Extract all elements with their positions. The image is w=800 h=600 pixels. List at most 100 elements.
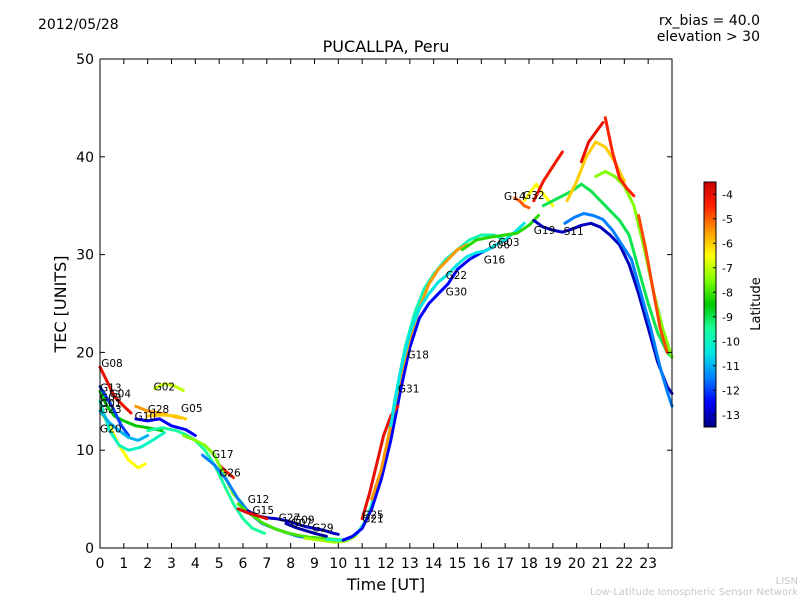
x-tick-label: 22 — [615, 556, 633, 572]
colorbar-tick-label: -12 — [722, 384, 740, 397]
colorbar-label: Latitude — [749, 277, 764, 331]
tec-series-line — [563, 212, 674, 408]
x-tick-label: 3 — [167, 556, 176, 572]
satellite-label: G08 — [101, 358, 123, 370]
satellite-label: G02 — [154, 382, 176, 394]
satellite-label: G31 — [398, 384, 420, 396]
tec-series-line — [98, 399, 166, 452]
satellite-label: G07 — [291, 518, 313, 530]
date-label: 2012/05/28 — [38, 17, 119, 33]
tec-series-line — [541, 182, 674, 359]
tec-series-line — [153, 382, 185, 392]
tec-series-line — [98, 365, 133, 415]
tec-series-line — [532, 218, 674, 395]
satellite-label: G10 — [135, 411, 157, 423]
tec-series-line — [98, 409, 150, 442]
tec-series-line — [532, 150, 564, 203]
colorbar-tick-label: -8 — [722, 286, 733, 299]
credit-lisn: LISN — [775, 576, 798, 587]
tec-series-line — [98, 385, 131, 437]
tec-series-line — [603, 116, 636, 198]
satellite-label: G28 — [148, 404, 170, 416]
satellite-label: G27 — [279, 513, 301, 525]
x-tick-label: 20 — [568, 556, 586, 572]
x-tick-label: 12 — [377, 556, 395, 572]
tec-series-line — [303, 321, 414, 544]
x-tick-label: 10 — [329, 556, 347, 572]
y-tick-label: 30 — [76, 248, 94, 264]
y-tick-label: 50 — [76, 52, 94, 68]
satellite-label: G13 — [100, 383, 122, 395]
satellite-label: G05 — [181, 403, 203, 415]
credit-network: Low-Latitude Ionospheric Sensor Network — [590, 587, 798, 598]
y-axis: 0 10 20 30 40 50 — [76, 52, 672, 557]
tec-series-line — [579, 121, 605, 164]
plot-frame — [99, 58, 673, 549]
satellite-label: G23 — [100, 404, 122, 416]
y-tick-label: 0 — [85, 541, 94, 557]
satellite-label: G32 — [523, 190, 545, 202]
x-tick-label: 6 — [239, 556, 248, 572]
x-tick-label: 8 — [286, 556, 295, 572]
tec-series-line — [513, 196, 531, 210]
satellite-label: G01 — [100, 398, 122, 410]
x-tick-label: 19 — [544, 556, 562, 572]
x-tick-label: 18 — [520, 556, 538, 572]
colorbar-tick-label: -11 — [722, 360, 740, 373]
satellite-label: G20 — [100, 424, 122, 436]
tec-series-line — [522, 182, 555, 208]
x-tick-label: 0 — [96, 556, 105, 572]
satellite-label: G03 — [100, 392, 122, 404]
tec-series-line — [134, 417, 197, 437]
x-axis-label: Time [UT] — [346, 575, 425, 594]
satellite-label: G21 — [362, 514, 384, 526]
colorbar-tick-label: -4 — [722, 188, 733, 201]
satellite-label: G18 — [407, 349, 429, 361]
satellite-label: G30 — [446, 287, 468, 299]
colorbar-tick-label: -10 — [722, 335, 740, 348]
colorbar-tick-label: -9 — [722, 311, 733, 324]
satellite-label: G26 — [219, 468, 241, 480]
satellite-label: G29 — [312, 522, 334, 534]
y-tick-label: 40 — [76, 150, 94, 166]
satellite-label: G15 — [253, 505, 275, 517]
tec-series-line — [341, 245, 495, 542]
latitude-colorbar: -4 -5 -6 -7 -8 -9 -10 -11 -12 -13 Latitude — [703, 181, 764, 428]
satellite-label: G25 — [362, 510, 384, 522]
rx-bias-label: rx_bias = 40.0 — [658, 13, 760, 29]
x-tick-label: 23 — [639, 556, 657, 572]
tec-series-line — [236, 507, 269, 521]
colorbar-tick-label: -13 — [722, 409, 740, 422]
colorbar-tick-label: -5 — [722, 213, 733, 226]
satellite-label: S11 — [564, 226, 584, 238]
x-tick-label: 17 — [496, 556, 514, 572]
colorbar-tick-label: -6 — [722, 237, 733, 250]
tec-series-line — [594, 170, 674, 359]
x-tick-label: 9 — [310, 556, 319, 572]
x-tick-label: 11 — [353, 556, 371, 572]
y-axis-label: TEC [UNITS] — [51, 256, 70, 354]
x-tick-label: 13 — [401, 556, 419, 572]
x-axis: 0 1 2 3 4 5 6 7 8 9 10 11 12 13 14 15 16 17 18 19 20 21 22 23 — [96, 59, 657, 572]
x-tick-label: 16 — [472, 556, 490, 572]
satellite-label: G19 — [534, 225, 556, 237]
x-tick-label: 7 — [262, 556, 271, 572]
satellite-label: G03 — [498, 237, 520, 249]
x-tick-label: 4 — [191, 556, 200, 572]
tec-series-line — [98, 390, 164, 433]
x-tick-label: 21 — [592, 556, 610, 572]
y-tick-label: 20 — [76, 345, 94, 361]
elevation-label: elevation > 30 — [656, 29, 760, 45]
tec-series-line — [460, 214, 540, 252]
satellite-label: G17 — [212, 449, 234, 461]
satellite-label: G22 — [446, 270, 468, 282]
y-tick-label: 10 — [76, 443, 94, 459]
tec-series-line — [146, 426, 266, 535]
chart-title: PUCALLPA, Peru — [322, 37, 450, 56]
satellite-label: G04 — [110, 388, 132, 400]
x-tick-label: 15 — [449, 556, 467, 572]
tec-series-line — [146, 413, 188, 421]
satellite-label: G06 — [489, 240, 511, 252]
satellite-label: G09 — [293, 515, 315, 527]
